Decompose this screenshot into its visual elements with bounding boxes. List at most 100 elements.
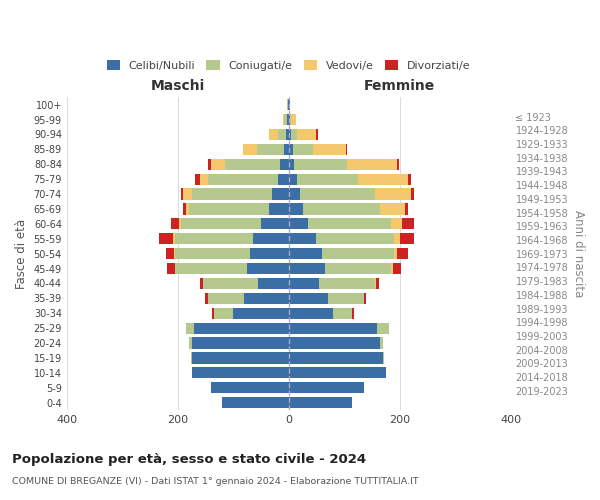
Bar: [289, 248, 322, 260]
Bar: [269, 129, 278, 140]
Bar: [194, 322, 289, 334]
Bar: [408, 174, 411, 184]
Bar: [394, 233, 400, 244]
Bar: [175, 248, 250, 260]
Bar: [403, 218, 413, 230]
Bar: [289, 158, 294, 170]
Bar: [333, 308, 352, 319]
Bar: [393, 263, 401, 274]
Bar: [289, 218, 308, 230]
Bar: [289, 129, 292, 140]
Bar: [289, 263, 325, 274]
Bar: [289, 278, 319, 289]
Bar: [244, 293, 289, 304]
Bar: [253, 233, 289, 244]
Bar: [391, 263, 393, 274]
Bar: [289, 144, 293, 155]
Bar: [170, 218, 179, 230]
Bar: [293, 144, 313, 155]
Bar: [374, 278, 376, 289]
Bar: [289, 382, 364, 394]
Bar: [289, 338, 380, 348]
Bar: [322, 248, 394, 260]
Bar: [208, 293, 244, 304]
Bar: [289, 99, 290, 110]
Bar: [211, 382, 289, 394]
Bar: [183, 204, 186, 214]
Bar: [174, 248, 175, 260]
Bar: [214, 308, 233, 319]
Bar: [278, 174, 289, 184]
Bar: [179, 218, 181, 230]
Bar: [328, 293, 364, 304]
Bar: [200, 174, 208, 184]
Bar: [189, 204, 269, 214]
Text: Popolazione per età, sesso e stato civile - 2024: Popolazione per età, sesso e stato civil…: [12, 452, 366, 466]
Bar: [316, 233, 394, 244]
Bar: [289, 188, 300, 200]
Bar: [203, 278, 258, 289]
Bar: [186, 322, 194, 334]
Text: COMUNE DI BREGANZE (VI) - Dati ISTAT 1° gennaio 2024 - Elaborazione TUTTITALIA.I: COMUNE DI BREGANZE (VI) - Dati ISTAT 1° …: [12, 478, 419, 486]
Bar: [383, 352, 384, 364]
Bar: [181, 218, 261, 230]
Bar: [284, 114, 287, 125]
Bar: [289, 233, 316, 244]
Y-axis label: Fasce di età: Fasce di età: [15, 218, 28, 288]
Bar: [289, 322, 377, 334]
Bar: [394, 248, 397, 260]
Bar: [297, 174, 358, 184]
Bar: [289, 368, 386, 378]
Bar: [316, 129, 317, 140]
Bar: [191, 368, 289, 378]
Bar: [294, 158, 347, 170]
Bar: [280, 158, 289, 170]
Bar: [233, 308, 289, 319]
Bar: [289, 114, 290, 125]
Bar: [300, 188, 374, 200]
Bar: [250, 248, 289, 260]
Bar: [191, 338, 289, 348]
Bar: [205, 293, 208, 304]
Bar: [186, 204, 189, 214]
Legend: Celibi/Nubili, Coniugati/e, Vedovi/e, Divorziati/e: Celibi/Nubili, Coniugati/e, Vedovi/e, Di…: [102, 56, 475, 76]
Bar: [302, 204, 380, 214]
Bar: [292, 129, 297, 140]
Bar: [397, 158, 398, 170]
Bar: [261, 218, 289, 230]
Bar: [297, 129, 316, 140]
Text: Maschi: Maschi: [151, 78, 205, 92]
Bar: [380, 338, 383, 348]
Text: Femmine: Femmine: [364, 78, 435, 92]
Bar: [173, 233, 175, 244]
Bar: [308, 218, 391, 230]
Bar: [290, 114, 292, 125]
Bar: [247, 263, 289, 274]
Bar: [242, 144, 257, 155]
Bar: [364, 293, 367, 304]
Bar: [166, 248, 174, 260]
Bar: [380, 204, 405, 214]
Y-axis label: Anni di nascita: Anni di nascita: [572, 210, 585, 298]
Bar: [358, 174, 408, 184]
Bar: [160, 233, 173, 244]
Bar: [352, 308, 354, 319]
Bar: [272, 188, 289, 200]
Bar: [183, 188, 191, 200]
Bar: [289, 397, 352, 408]
Bar: [269, 204, 289, 214]
Bar: [196, 174, 200, 184]
Bar: [391, 218, 403, 230]
Bar: [374, 188, 411, 200]
Bar: [286, 129, 289, 140]
Bar: [319, 278, 374, 289]
Bar: [208, 158, 211, 170]
Bar: [189, 338, 191, 348]
Bar: [191, 188, 272, 200]
Bar: [283, 114, 284, 125]
Bar: [278, 129, 286, 140]
Bar: [400, 233, 413, 244]
Bar: [200, 278, 203, 289]
Bar: [289, 174, 297, 184]
Bar: [284, 144, 289, 155]
